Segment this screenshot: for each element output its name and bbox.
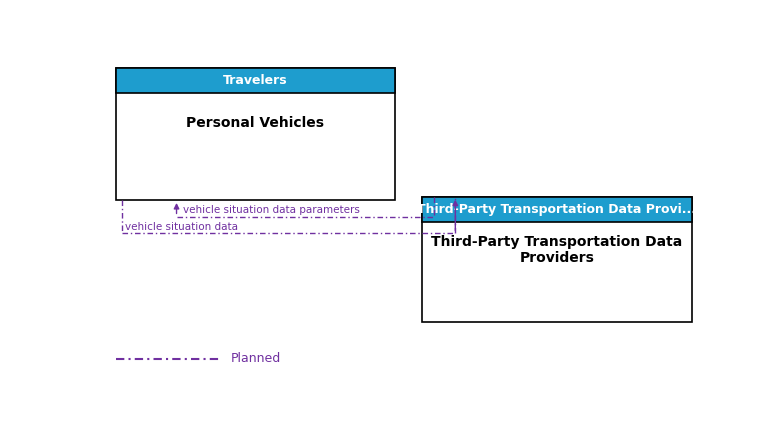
Text: Travelers: Travelers — [223, 74, 288, 87]
Text: Planned: Planned — [231, 352, 282, 365]
Text: vehicle situation data parameters: vehicle situation data parameters — [183, 205, 360, 215]
Bar — [422, 197, 692, 222]
Bar — [116, 68, 395, 93]
Bar — [116, 68, 395, 200]
Text: Third-Party Transportation Data
Providers: Third-Party Transportation Data Provider… — [431, 235, 683, 265]
Text: Personal Vehicles: Personal Vehicles — [186, 116, 325, 130]
Text: Third-Party Transportation Data Provi...: Third-Party Transportation Data Provi... — [418, 203, 696, 216]
Bar — [422, 197, 692, 322]
Text: vehicle situation data: vehicle situation data — [125, 221, 238, 232]
